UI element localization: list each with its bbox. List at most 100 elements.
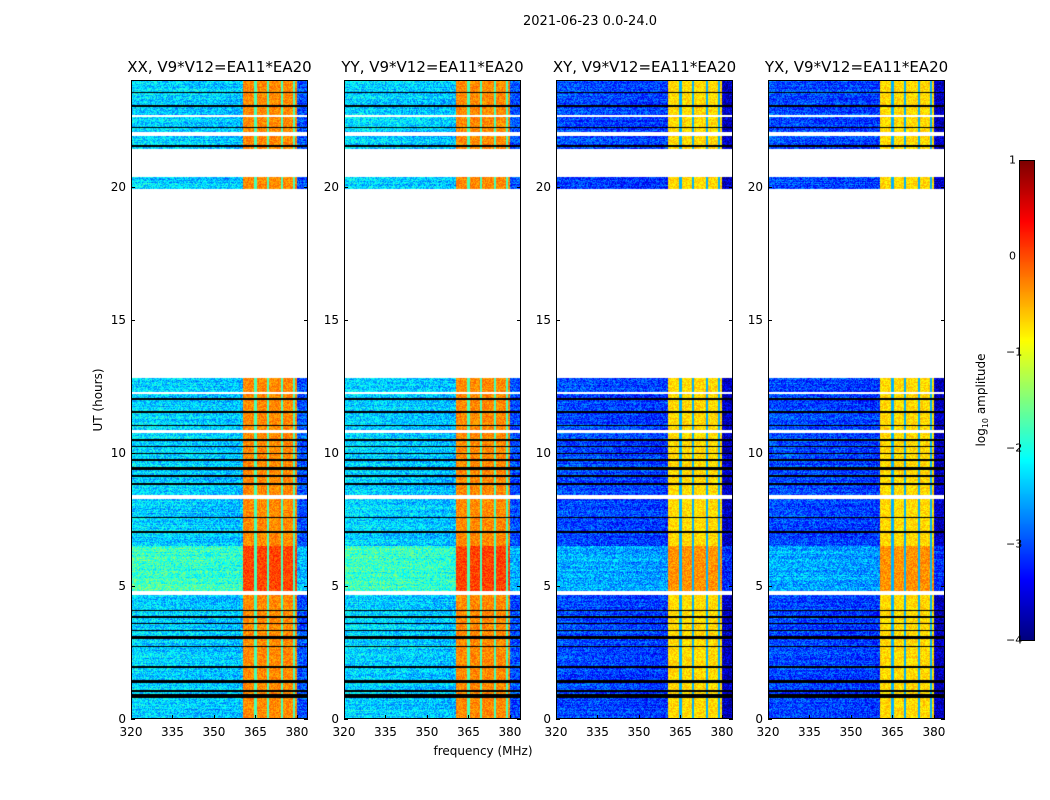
y-tick-mark (517, 452, 521, 454)
colorbar (1019, 160, 1035, 641)
y-tick-label: 5 (118, 578, 126, 593)
y-tick-label: 0 (118, 712, 126, 726)
x-tick-label: 350 (415, 725, 439, 739)
x-tick-mark (556, 715, 557, 719)
y-tick-mark (941, 319, 945, 321)
y-tick-mark (729, 452, 733, 454)
x-tick-label: 335 (798, 725, 821, 739)
panel-title: XY, V9*V12=EA11*EA20 (552, 58, 737, 76)
y-tick-label: 0 (331, 712, 339, 726)
panel-3: XY, V9*V12=EA11*EA20 0 5 10 15 20 320 335 350 365… (536, 58, 736, 739)
y-tick-label: 20 (535, 179, 551, 194)
y-tick-mark (131, 319, 135, 321)
panel-title: YY, V9*V12=EA11*EA20 (341, 58, 524, 76)
y-tick-mark (768, 719, 772, 720)
y-tick-mark (556, 186, 560, 188)
y-tick-mark (729, 585, 733, 587)
y-tick-mark (556, 719, 560, 720)
y-tick-mark (729, 319, 733, 321)
y-tick-mark (729, 719, 733, 720)
waterfall-image (768, 80, 945, 719)
waterfall-image (344, 80, 521, 719)
x-tick-mark (255, 715, 257, 719)
y-tick-mark (344, 719, 348, 720)
x-tick-mark (850, 715, 852, 719)
y-tick-mark (304, 186, 308, 188)
y-tick-label: 10 (323, 445, 339, 460)
y-tick-label: 15 (535, 312, 551, 327)
x-tick-mark (680, 715, 682, 719)
x-tick-label: 350 (627, 725, 651, 739)
colorbar-tick-label: −1 (1006, 345, 1023, 359)
x-tick-label: 335 (161, 725, 184, 739)
colorbar-tick-label: −3 (1006, 537, 1023, 551)
y-tick-label: 10 (747, 445, 763, 460)
x-tick-label: 350 (839, 725, 863, 739)
axes-frame (556, 80, 733, 719)
y-tick-mark (131, 186, 135, 188)
x-tick-mark (509, 715, 511, 719)
y-tick-label: 20 (747, 179, 763, 194)
x-tick-mark (809, 715, 811, 719)
panel-2: YY, V9*V12=EA11*EA20 0 5 10 15 20 320 335 350 365… (324, 58, 524, 739)
y-tick-label: 10 (110, 445, 126, 460)
x-axis-label: frequency (MHz) (433, 744, 533, 758)
x-tick-mark (131, 715, 132, 719)
x-tick-label: 365 (669, 725, 692, 739)
y-tick-mark (131, 452, 135, 454)
y-tick-label: 5 (755, 578, 763, 593)
colorbar-tick-label: 1 (1009, 153, 1016, 167)
x-tick-mark (768, 715, 769, 719)
colorbar-tick-label: 0 (1009, 249, 1016, 263)
y-tick-label: 0 (543, 712, 551, 726)
y-tick-mark (344, 452, 348, 454)
y-tick-mark (131, 719, 135, 720)
y-tick-mark (517, 319, 521, 321)
axes-frame (768, 80, 945, 719)
y-tick-label: 10 (535, 445, 551, 460)
y-tick-mark (941, 585, 945, 587)
x-tick-mark (933, 715, 935, 719)
x-tick-mark (385, 715, 387, 719)
y-tick-mark (768, 452, 772, 454)
axes-frame (344, 80, 521, 719)
y-tick-mark (517, 186, 521, 188)
y-tick-mark (304, 585, 308, 587)
x-tick-label: 380 (498, 725, 522, 739)
y-tick-mark (556, 452, 560, 454)
x-tick-mark (296, 715, 298, 719)
x-tick-label: 320 (119, 725, 143, 739)
y-tick-mark (344, 319, 348, 321)
x-tick-mark (172, 715, 174, 719)
x-tick-mark (468, 715, 470, 719)
y-tick-mark (304, 319, 308, 321)
axes-frame (131, 80, 308, 719)
y-tick-mark (517, 719, 521, 720)
waterfall-image (556, 80, 733, 719)
x-tick-mark (426, 715, 428, 719)
y-tick-mark (768, 319, 772, 321)
y-tick-mark (556, 585, 560, 587)
x-tick-label: 335 (586, 725, 609, 739)
y-tick-mark (729, 186, 733, 188)
panel-title: XX, V9*V12=EA11*EA20 (127, 58, 312, 76)
x-tick-mark (597, 715, 599, 719)
x-tick-mark (892, 715, 894, 719)
figure-title: 2021-06-23 0.0-24.0 (523, 14, 657, 29)
colorbar-tick-label: −2 (1006, 441, 1023, 455)
y-axis-label: UT (hours) (91, 368, 105, 432)
y-tick-mark (304, 719, 308, 720)
panel-title: YX, V9*V12=EA11*EA20 (764, 58, 949, 76)
colorbar-tick-label: −4 (1006, 633, 1023, 647)
x-tick-label: 335 (374, 725, 397, 739)
x-tick-mark (213, 715, 215, 719)
x-tick-mark (638, 715, 640, 719)
y-tick-mark (304, 452, 308, 454)
y-tick-label: 20 (323, 179, 339, 194)
x-tick-mark (344, 715, 345, 719)
y-tick-label: 15 (323, 312, 339, 327)
y-tick-label: 5 (543, 578, 551, 593)
panel-4: YX, V9*V12=EA11*EA20 0 5 10 15 20 320 335 350 365… (748, 58, 948, 739)
y-tick-mark (941, 719, 945, 720)
x-tick-label: 380 (285, 725, 309, 739)
